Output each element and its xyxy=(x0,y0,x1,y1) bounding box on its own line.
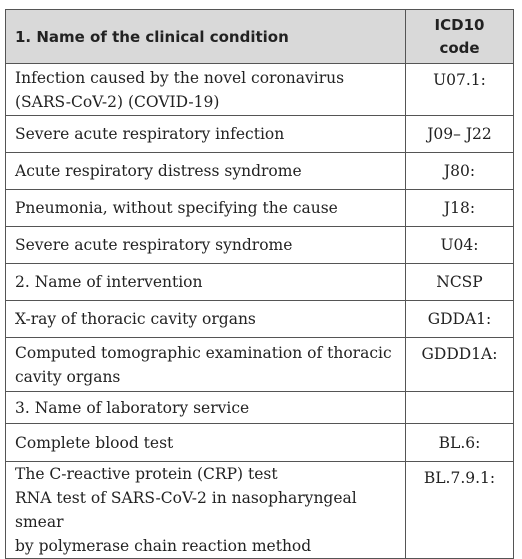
table-row: X-ray of thoracic cavity organs GDDA1: xyxy=(5,300,514,338)
table-row: Computed tomographic examination of thor… xyxy=(5,337,514,392)
row-name: Pneumonia, without specifying the cause xyxy=(5,189,406,227)
table-row: Complete blood test BL.6: xyxy=(5,423,514,462)
row-name-line: The C-reactive protein (CRP) test xyxy=(15,465,278,483)
row-code: J09– J22 xyxy=(405,115,514,153)
row-name: Infection caused by the novel coronaviru… xyxy=(5,63,406,116)
row-name: X-ray of thoracic cavity organs xyxy=(5,300,406,338)
row-name: Severe acute respiratory syndrome xyxy=(5,226,406,264)
row-code: U07.1: xyxy=(405,63,514,116)
row-code: GDDD1A: xyxy=(405,337,514,392)
row-name-line: RNA test of SARS-CoV-2 in nasopharyngeal… xyxy=(15,489,357,531)
row-code xyxy=(405,391,514,424)
header-code-line2: code xyxy=(439,38,480,57)
table-header-row: 1. Name of the clinical condition ICD10 … xyxy=(5,9,514,64)
table-row: Infection caused by the novel coronaviru… xyxy=(5,63,514,116)
row-name-line: by polymerase chain reaction method xyxy=(15,537,312,555)
table-row: The C-reactive protein (CRP) test RNA te… xyxy=(5,461,514,559)
row-name: 3. Name of laboratory service xyxy=(5,391,406,424)
row-code: BL.6: xyxy=(405,423,514,462)
row-code: BL.7.9.1: xyxy=(405,461,514,559)
table-row: Acute respiratory distress syndrome J80: xyxy=(5,152,514,190)
row-name: Acute respiratory distress syndrome xyxy=(5,152,406,190)
row-name: Severe acute respiratory infection xyxy=(5,115,406,153)
table-row: Pneumonia, without specifying the cause … xyxy=(5,189,514,227)
row-code: GDDA1: xyxy=(405,300,514,338)
row-name: Computed tomographic examination of thor… xyxy=(5,337,406,392)
header-code: ICD10 code xyxy=(405,9,514,64)
row-name: 2. Name of intervention xyxy=(5,263,406,301)
row-name: The C-reactive protein (CRP) test RNA te… xyxy=(5,461,406,559)
row-code: NCSP xyxy=(405,263,514,301)
table-row: Severe acute respiratory syndrome U04: xyxy=(5,226,514,264)
header-code-line1: ICD10 xyxy=(434,15,485,34)
table-row: 2. Name of intervention NCSP xyxy=(5,263,514,301)
table-row: 3. Name of laboratory service xyxy=(5,391,514,424)
row-code: U04: xyxy=(405,226,514,264)
row-code: J18: xyxy=(405,189,514,227)
table-row: Severe acute respiratory infection J09– … xyxy=(5,115,514,153)
row-code: J80: xyxy=(405,152,514,190)
clinical-condition-table: 1. Name of the clinical condition ICD10 … xyxy=(5,9,514,559)
header-condition: 1. Name of the clinical condition xyxy=(5,9,406,64)
row-name: Complete blood test xyxy=(5,423,406,462)
